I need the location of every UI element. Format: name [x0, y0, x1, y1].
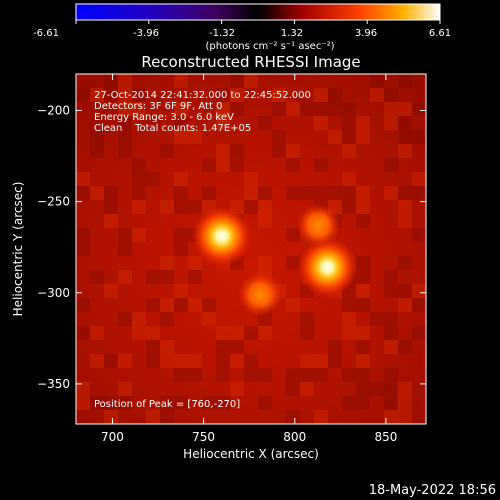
- colorbar-tick-label: 1.32: [281, 28, 303, 39]
- x-tick-label: 850: [374, 430, 397, 444]
- annotation-detectors: Detectors: 3F 6F 9F, Att 0: [94, 101, 222, 112]
- colorbar-ticks: [75, 20, 441, 24]
- emission-source-3: [296, 203, 341, 248]
- chart-title: Reconstructed RHESSI Image: [141, 53, 360, 71]
- colorbar-tick-label: 6.61: [429, 28, 451, 39]
- plot-frame: [75, 73, 427, 425]
- y-tick-label: −350: [37, 377, 70, 391]
- heatmap-image: [76, 74, 426, 424]
- y-tick-label: −300: [37, 286, 70, 300]
- footer-timestamp: 18-May-2022 18:56: [369, 483, 496, 498]
- x-tick-label: 700: [101, 430, 124, 444]
- emission-source-2: [297, 237, 358, 298]
- annotation-time-range: 27-Oct-2014 22:41:32.000 to 22:45:52.000: [94, 90, 311, 101]
- emission-source-4: [238, 272, 283, 317]
- y-tick-label: −200: [37, 103, 70, 117]
- axis-ticks: 700 750 800 850 −200 −250 −300 −350: [37, 74, 426, 444]
- annotation-energy-range: Energy Range: 3.0 - 6.0 keV: [94, 112, 234, 123]
- peak-position-label: Position of Peak = [760,-270]: [94, 399, 240, 410]
- y-tick-label: −250: [37, 195, 70, 209]
- colorbar-unit-label: (photons cm⁻² s⁻¹ asec⁻²): [205, 41, 334, 52]
- y-axis-label: Heliocentric Y (arcsec): [11, 182, 25, 317]
- colorbar-tick-label: 3.96: [355, 28, 377, 39]
- annotation-total-counts: Clean Total counts: 1.47E+05: [94, 123, 251, 134]
- colorbar-tick-label: -6.61: [33, 28, 59, 39]
- x-tick-label: 800: [283, 430, 306, 444]
- colorbar-tick-label: -1.32: [209, 28, 235, 39]
- emission-source-1: [191, 206, 252, 267]
- x-axis-label: Heliocentric X (arcsec): [183, 447, 319, 461]
- colorbar: [75, 3, 441, 21]
- x-tick-label: 750: [192, 430, 215, 444]
- colorbar-tick-label: -3.96: [133, 28, 159, 39]
